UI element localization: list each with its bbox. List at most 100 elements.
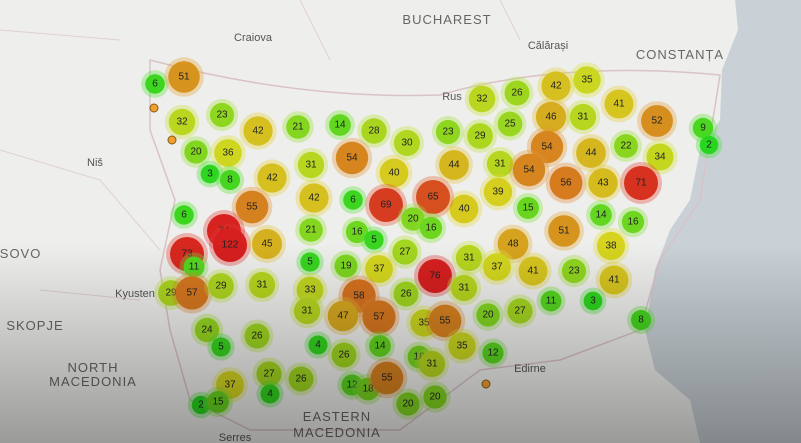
marker-value: 4 bbox=[267, 389, 273, 400]
place-label: NORTH bbox=[68, 360, 119, 375]
place-label: MACEDONIA bbox=[293, 425, 381, 440]
marker-value: 41 bbox=[527, 266, 539, 277]
marker-value: 54 bbox=[346, 153, 358, 164]
marker-value: 65 bbox=[427, 192, 439, 203]
marker-value: 55 bbox=[246, 202, 258, 213]
place-label: BUCHAREST bbox=[402, 12, 491, 27]
marker-value: 48 bbox=[507, 239, 519, 250]
marker-value: 5 bbox=[371, 235, 377, 246]
marker-value: 21 bbox=[305, 225, 317, 236]
marker-value: 34 bbox=[654, 152, 666, 163]
marker-value: 43 bbox=[597, 178, 609, 189]
marker-value: 32 bbox=[476, 94, 488, 105]
marker-value: 40 bbox=[458, 204, 470, 215]
marker-value: 14 bbox=[374, 341, 386, 352]
marker-value: 44 bbox=[585, 148, 597, 159]
place-label: OSOVO bbox=[0, 246, 41, 261]
marker-value: 35 bbox=[581, 75, 593, 86]
marker-value: 57 bbox=[186, 288, 198, 299]
marker-value: 12 bbox=[487, 348, 499, 359]
marker-value: 11 bbox=[189, 262, 200, 273]
marker-value: 21 bbox=[292, 122, 304, 133]
marker-value: 76 bbox=[429, 271, 441, 282]
marker-value: 6 bbox=[152, 79, 158, 90]
marker-value: 19 bbox=[340, 261, 352, 272]
marker-value: 42 bbox=[550, 81, 562, 92]
marker-value: 31 bbox=[458, 283, 470, 294]
marker-value: 26 bbox=[251, 331, 263, 342]
marker-value: 3 bbox=[207, 169, 213, 180]
marker-value: 51 bbox=[178, 72, 190, 83]
place-label: MACEDONIA bbox=[49, 374, 137, 389]
marker-value: 54 bbox=[541, 142, 553, 153]
marker-value: 14 bbox=[595, 210, 607, 221]
place-label: SKOPJE bbox=[6, 318, 63, 333]
marker-value: 33 bbox=[304, 285, 316, 296]
marker-value: 44 bbox=[448, 160, 460, 171]
marker-value: 41 bbox=[608, 275, 620, 286]
marker-value: 55 bbox=[439, 316, 451, 327]
marker-value: 23 bbox=[568, 266, 580, 277]
marker-value: 31 bbox=[301, 306, 313, 317]
marker-value: 29 bbox=[215, 281, 227, 292]
marker-value: 54 bbox=[523, 165, 535, 176]
marker-value: 23 bbox=[216, 110, 228, 121]
marker-value: 26 bbox=[400, 289, 412, 300]
marker-value: 41 bbox=[613, 99, 625, 110]
marker-value: 20 bbox=[429, 392, 441, 403]
dot bbox=[149, 103, 159, 113]
marker-value: 31 bbox=[577, 112, 589, 123]
marker-value: 5 bbox=[307, 257, 313, 268]
marker-value: 26 bbox=[338, 350, 350, 361]
marker-value: 22 bbox=[620, 141, 632, 152]
marker-value: 16 bbox=[425, 223, 437, 234]
marker-value: 26 bbox=[295, 374, 307, 385]
marker-value: 45 bbox=[261, 239, 273, 250]
marker-value: 69 bbox=[380, 200, 392, 211]
marker-value: 30 bbox=[401, 138, 413, 149]
marker-value: 31 bbox=[426, 359, 438, 370]
marker-value: 57 bbox=[373, 312, 385, 323]
marker-value: 52 bbox=[651, 116, 663, 127]
marker-value: 14 bbox=[334, 120, 346, 131]
marker-value: 6 bbox=[350, 195, 356, 206]
marker-value: 39 bbox=[492, 187, 504, 198]
place-label: Edirne bbox=[514, 363, 546, 375]
marker-value: 47 bbox=[337, 311, 349, 322]
place-label: Serres bbox=[219, 432, 252, 443]
marker-value: 42 bbox=[252, 126, 264, 137]
marker-value: 2 bbox=[706, 140, 712, 151]
place-label: Călărași bbox=[528, 40, 568, 52]
marker-value: 27 bbox=[263, 369, 275, 380]
marker-value: 9 bbox=[700, 123, 706, 134]
marker-value: 20 bbox=[402, 399, 414, 410]
marker-value: 37 bbox=[373, 264, 385, 275]
marker-value: 46 bbox=[545, 112, 557, 123]
place-label: Craiova bbox=[234, 32, 273, 44]
marker-value: 20 bbox=[482, 310, 494, 321]
marker-value: 6 bbox=[181, 210, 187, 221]
marker-value: 58 bbox=[353, 291, 365, 302]
marker-value: 55 bbox=[381, 373, 393, 384]
marker-value: 24 bbox=[201, 325, 213, 336]
marker-value: 8 bbox=[638, 315, 644, 326]
marker-value: 31 bbox=[305, 160, 317, 171]
marker-value: 36 bbox=[222, 148, 234, 159]
marker-value: 20 bbox=[190, 147, 202, 158]
marker-value: 42 bbox=[308, 193, 320, 204]
marker-value: 16 bbox=[627, 217, 639, 228]
place-label: Kyusten bbox=[115, 288, 155, 300]
marker-value: 25 bbox=[504, 119, 516, 130]
marker-value: 28 bbox=[368, 126, 380, 137]
marker-value: 37 bbox=[491, 262, 503, 273]
place-label: Rus bbox=[442, 91, 462, 103]
marker-value: 27 bbox=[399, 247, 411, 258]
marker-value: 5 bbox=[218, 342, 224, 353]
marker-value: 4 bbox=[315, 340, 321, 351]
marker-value: 42 bbox=[266, 173, 278, 184]
marker-value: 11 bbox=[546, 296, 557, 307]
place-label: EASTERN bbox=[303, 409, 371, 424]
marker-value: 27 bbox=[514, 306, 526, 317]
marker-value: 122 bbox=[222, 240, 239, 251]
